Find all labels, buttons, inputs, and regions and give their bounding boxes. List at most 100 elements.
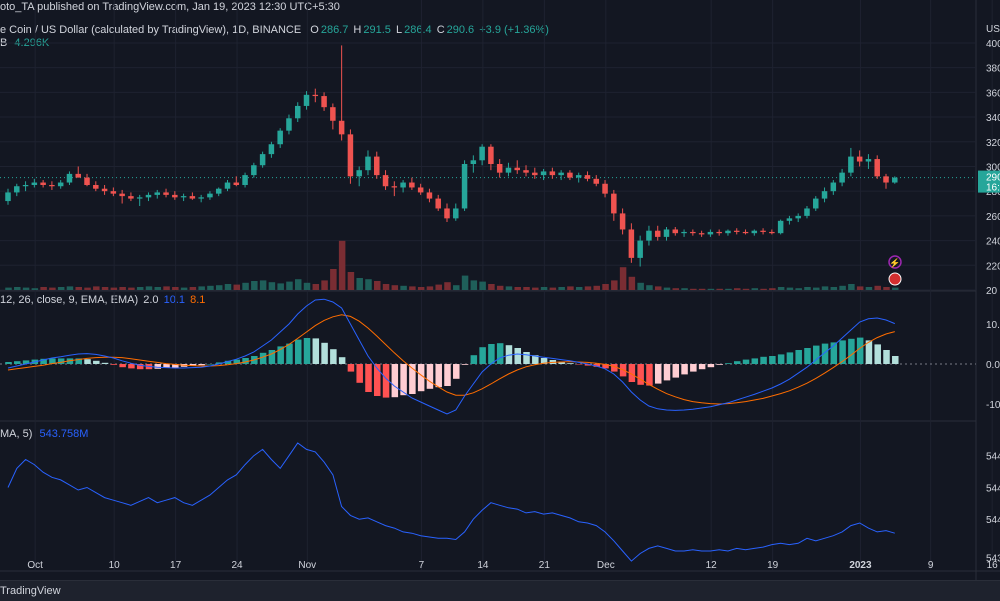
volume-bar [637, 282, 644, 290]
volume-bars [5, 240, 899, 290]
ma-tick-label: 543 [986, 553, 1000, 564]
macd-label[interactable]: 12, 26, close, 9, EMA, EMA) [0, 294, 139, 306]
candle [575, 172, 582, 183]
volume-bar [49, 287, 56, 290]
volume-bar [488, 284, 495, 290]
macd-tick-label: 10. [986, 320, 1000, 331]
macd-hist-bar [558, 361, 565, 364]
macd-hist-bar [233, 359, 241, 364]
candle-body [198, 197, 204, 199]
candle-body [883, 176, 889, 183]
volume-bar [505, 286, 513, 290]
candle-body [242, 175, 248, 185]
macd-hist-bar [400, 364, 407, 396]
volume-bar [233, 284, 241, 290]
macd-hist-bar [856, 337, 864, 364]
candle [795, 213, 801, 223]
volume-bar [409, 286, 416, 290]
macd-hist-bar [716, 364, 723, 365]
ma-label[interactable]: MA, 5) [0, 428, 33, 440]
candle-body [839, 172, 845, 183]
macd-hist-bar [84, 359, 91, 364]
candle-body [145, 194, 152, 198]
macd-hist-bar [751, 358, 759, 364]
candle [391, 181, 398, 197]
macd-hist-bar [488, 344, 495, 364]
macd-hist-bar [453, 364, 460, 379]
macd-hist-bar [698, 364, 706, 370]
candle-body [593, 178, 600, 184]
volume-bar [40, 287, 47, 290]
candle [602, 180, 608, 198]
macd-hist-bar [382, 364, 390, 398]
macd-hist-bar [426, 364, 434, 389]
candle [93, 181, 99, 192]
volume-bar [347, 272, 355, 290]
x-tick-label: 9 [928, 560, 934, 571]
candle [198, 194, 204, 203]
candle [453, 203, 459, 221]
candle-body [189, 196, 196, 199]
candle-body [584, 175, 591, 179]
volume-bar [207, 285, 214, 290]
volume-bar [725, 288, 732, 290]
candle-body [330, 107, 336, 121]
volume-bar [400, 285, 407, 290]
candle [31, 178, 38, 188]
candle-body [567, 172, 573, 178]
volume-bar [769, 288, 776, 290]
candle [760, 228, 766, 235]
macd-hist-bar [163, 364, 170, 368]
candle-body [725, 230, 731, 234]
volume-bar [523, 287, 530, 290]
macd-hist-bar [312, 338, 320, 364]
last-price-label: 290 [986, 173, 1000, 184]
ma-tick-label: 544 [986, 515, 1000, 526]
candle-body [312, 94, 319, 97]
volume-bar [646, 285, 653, 290]
x-tick-label: 12 [706, 560, 718, 571]
candle-body [874, 159, 880, 177]
volume-bar [672, 288, 680, 290]
macd-pane [0, 298, 976, 415]
volume-bar [567, 286, 574, 290]
candle [672, 227, 679, 236]
candle [505, 162, 512, 177]
brand-label[interactable]: TradingView [0, 585, 61, 597]
close-value: 290.6 [446, 24, 475, 36]
candle [409, 177, 415, 190]
macd-hist-bar [769, 356, 776, 364]
macd-hist-bar [892, 356, 899, 364]
candle-body [101, 188, 108, 192]
chart-canvas[interactable]: Oct101724Nov71421Dec12192023916234003803… [0, 0, 1000, 580]
macd-hist-bar [496, 343, 504, 364]
candle-body [532, 172, 538, 176]
macd-tick-label: 0.0 [986, 360, 1000, 371]
candle-body [575, 175, 582, 178]
candle [286, 114, 292, 135]
macd-hist-bar [374, 364, 381, 396]
macd-hist-bar [365, 364, 372, 392]
candle [707, 229, 714, 237]
candle [101, 185, 108, 195]
candle [417, 183, 424, 195]
macd-hist-bar [189, 364, 197, 366]
macd-hist-bar [821, 343, 829, 364]
macd-hist-bar [119, 364, 126, 368]
macd-hist-bar [654, 364, 662, 384]
candle-body [830, 182, 837, 192]
macd-signal-value: 8.1 [190, 294, 206, 306]
candle-body [646, 230, 652, 241]
macd-hist-bar [242, 358, 249, 364]
volume-bar [312, 284, 320, 290]
candle [461, 160, 468, 211]
candle-body [119, 193, 125, 197]
price-tick-label: 340 [986, 113, 1000, 124]
candle-body [505, 167, 512, 173]
candle-body [347, 134, 354, 177]
candle [725, 229, 731, 236]
candle-body [848, 156, 854, 173]
volume-bar [461, 275, 469, 290]
symbol-name[interactable]: e Coin / US Dollar (calculated by Tradin… [0, 24, 302, 36]
candle [786, 215, 793, 225]
